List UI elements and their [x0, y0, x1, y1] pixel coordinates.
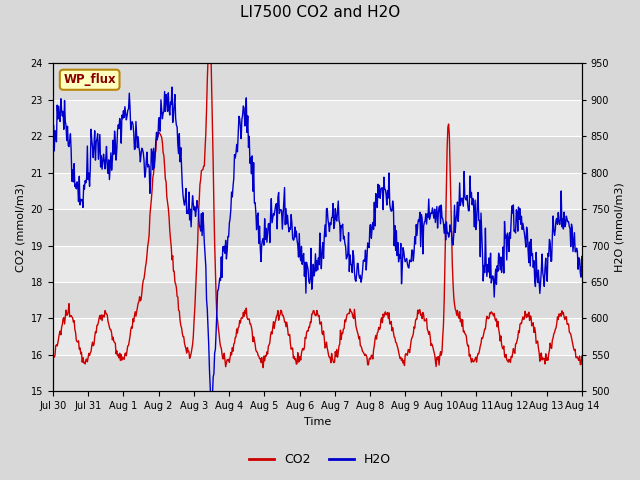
Bar: [52, 355, 582, 391]
Y-axis label: CO2 (mmol/m3): CO2 (mmol/m3): [15, 183, 25, 272]
Legend: CO2, H2O: CO2, H2O: [244, 448, 396, 471]
Bar: [52, 63, 582, 100]
X-axis label: Time: Time: [303, 417, 331, 427]
Y-axis label: H2O (mmol/m3): H2O (mmol/m3): [615, 182, 625, 272]
Bar: [52, 282, 582, 318]
Text: LI7500 CO2 and H2O: LI7500 CO2 and H2O: [240, 5, 400, 20]
Bar: [52, 209, 582, 246]
Bar: [52, 136, 582, 173]
Text: WP_flux: WP_flux: [63, 73, 116, 86]
